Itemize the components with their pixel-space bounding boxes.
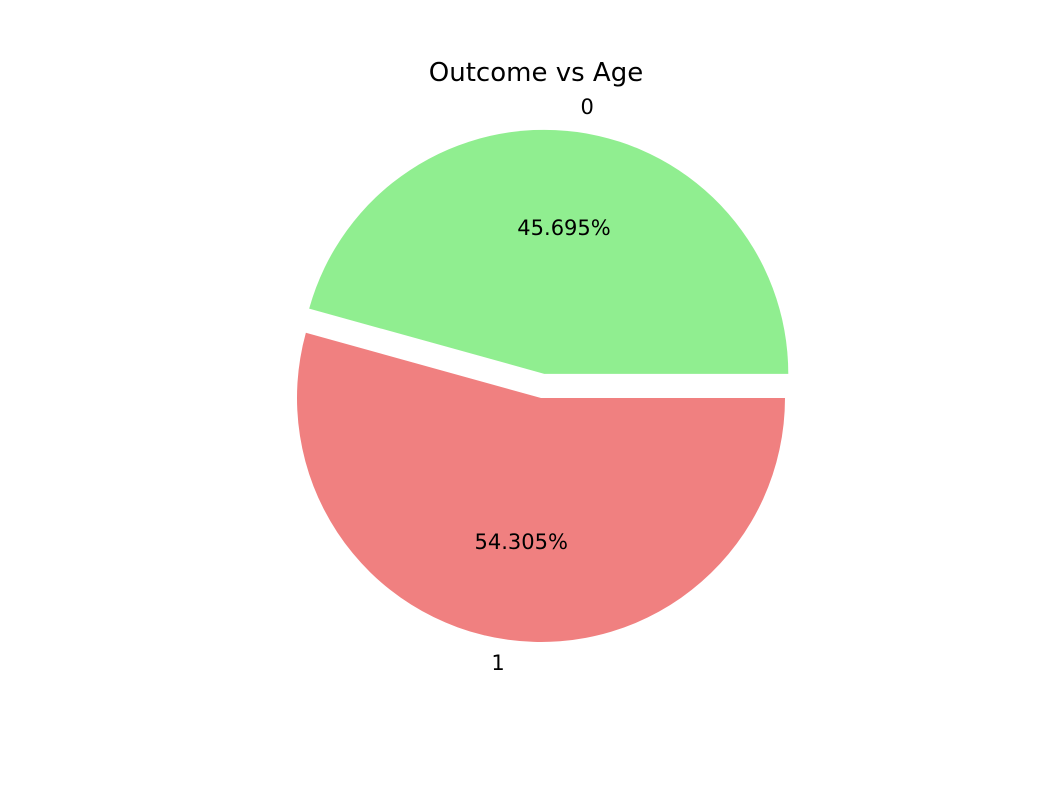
- slice-percent-0: 45.695%: [517, 216, 610, 240]
- slice-label-0: 0: [580, 95, 593, 119]
- pie-slices: [297, 129, 789, 642]
- slice-label-1: 1: [491, 651, 504, 675]
- slice-percent-1: 54.305%: [475, 530, 568, 554]
- pie-slice-0: [309, 129, 789, 374]
- pie-slice-1: [297, 332, 785, 642]
- pie-labels: 0 45.695% 1 54.305%: [475, 95, 611, 675]
- chart-title: Outcome vs Age: [429, 58, 643, 88]
